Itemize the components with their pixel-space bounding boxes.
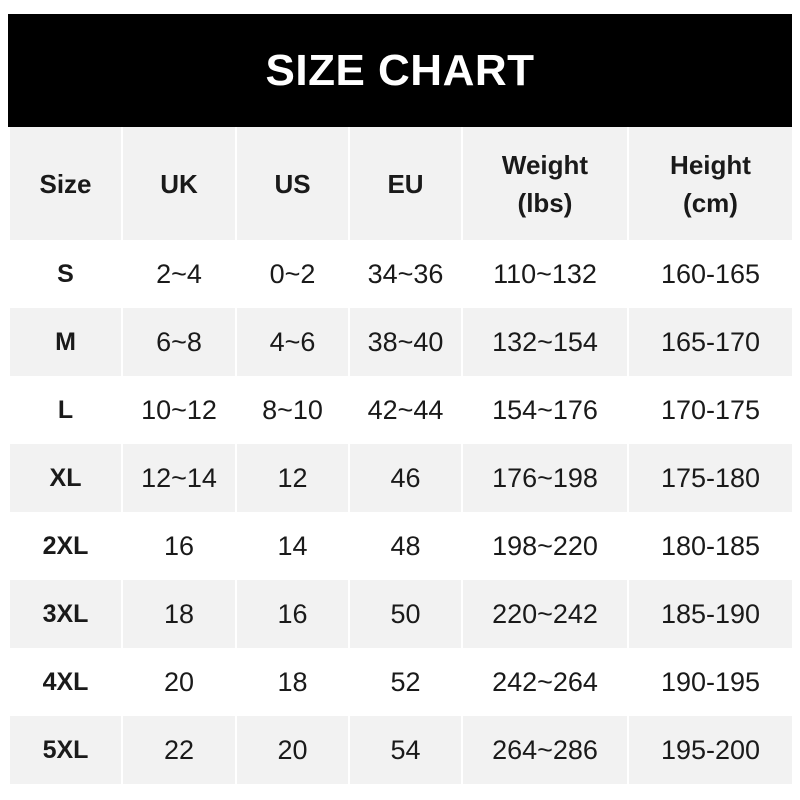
- column-header-label: Weight: [501, 149, 589, 180]
- table-cell: 8~10: [235, 376, 350, 444]
- size-cell: S: [8, 240, 123, 308]
- table-cell: 220~242: [461, 580, 629, 648]
- table-cell: 22: [121, 716, 237, 784]
- column-header: UK: [121, 127, 237, 240]
- table-row: XL 12~14 12 46 176~198 175-180: [8, 444, 794, 512]
- table-cell: 154~176: [461, 376, 629, 444]
- table-cell: 195-200: [627, 716, 794, 784]
- size-cell: 5XL: [8, 716, 123, 784]
- table-row: S 2~4 0~2 34~36 110~132 160-165: [8, 240, 794, 308]
- table-cell: 185-190: [627, 580, 794, 648]
- page-title: SIZE CHART: [265, 45, 535, 95]
- table-cell: 12~14: [121, 444, 237, 512]
- table-row: 4XL 20 18 52 242~264 190-195: [8, 648, 794, 716]
- table-cell: 18: [235, 648, 350, 716]
- table-cell: 4~6: [235, 308, 350, 376]
- table-cell: 190-195: [627, 648, 794, 716]
- table-cell: 10~12: [121, 376, 237, 444]
- table-cell: 180-185: [627, 512, 794, 580]
- size-cell: L: [8, 376, 123, 444]
- table-cell: 0~2: [235, 240, 350, 308]
- table-cell: 170-175: [627, 376, 794, 444]
- table-header-row: Size UK US EU Weight (lbs) Height (cm): [8, 127, 794, 240]
- table-row: 5XL 22 20 54 264~286 195-200: [8, 716, 794, 784]
- size-cell: 2XL: [8, 512, 123, 580]
- table-cell: 16: [235, 580, 350, 648]
- title-banner: SIZE CHART: [8, 14, 792, 127]
- table-cell: 175-180: [627, 444, 794, 512]
- table-cell: 38~40: [348, 308, 463, 376]
- table-cell: 20: [235, 716, 350, 784]
- table-cell: 176~198: [461, 444, 629, 512]
- table-cell: 264~286: [461, 716, 629, 784]
- table-row: 3XL 18 16 50 220~242 185-190: [8, 580, 794, 648]
- size-cell: 4XL: [8, 648, 123, 716]
- size-cell: XL: [8, 444, 123, 512]
- size-chart-table: Size UK US EU Weight (lbs) Height (cm) S 2~4 0~2 3…: [8, 127, 794, 784]
- table-cell: 54: [348, 716, 463, 784]
- table-cell: 110~132: [461, 240, 629, 308]
- table-cell: 165-170: [627, 308, 794, 376]
- table-cell: 42~44: [348, 376, 463, 444]
- table-row: L 10~12 8~10 42~44 154~176 170-175: [8, 376, 794, 444]
- column-header-label: EU: [387, 168, 424, 199]
- table-cell: 48: [348, 512, 463, 580]
- table-cell: 50: [348, 580, 463, 648]
- table-cell: 6~8: [121, 308, 237, 376]
- table-cell: 160-165: [627, 240, 794, 308]
- table-cell: 12: [235, 444, 350, 512]
- table-row: M 6~8 4~6 38~40 132~154 165-170: [8, 308, 794, 376]
- table-row: 2XL 16 14 48 198~220 180-185: [8, 512, 794, 580]
- table-cell: 34~36: [348, 240, 463, 308]
- table-cell: 46: [348, 444, 463, 512]
- column-header: Height (cm): [627, 127, 794, 240]
- table-cell: 14: [235, 512, 350, 580]
- table-cell: 20: [121, 648, 237, 716]
- table-cell: 2~4: [121, 240, 237, 308]
- column-header: EU: [348, 127, 463, 240]
- table-cell: 132~154: [461, 308, 629, 376]
- column-header: US: [235, 127, 350, 240]
- column-header: Weight (lbs): [461, 127, 629, 240]
- table-cell: 18: [121, 580, 237, 648]
- table-cell: 52: [348, 648, 463, 716]
- table-cell: 198~220: [461, 512, 629, 580]
- table-cell: 242~264: [461, 648, 629, 716]
- size-cell: M: [8, 308, 123, 376]
- column-header-unit: (cm): [683, 187, 738, 218]
- column-header-unit: (lbs): [517, 187, 573, 218]
- column-header-label: Height: [670, 149, 751, 180]
- column-header-label: UK: [160, 168, 198, 199]
- size-cell: 3XL: [8, 580, 123, 648]
- column-header-label: Size: [39, 168, 92, 199]
- column-header-label: US: [274, 168, 311, 199]
- column-header: Size: [8, 127, 123, 240]
- table-cell: 16: [121, 512, 237, 580]
